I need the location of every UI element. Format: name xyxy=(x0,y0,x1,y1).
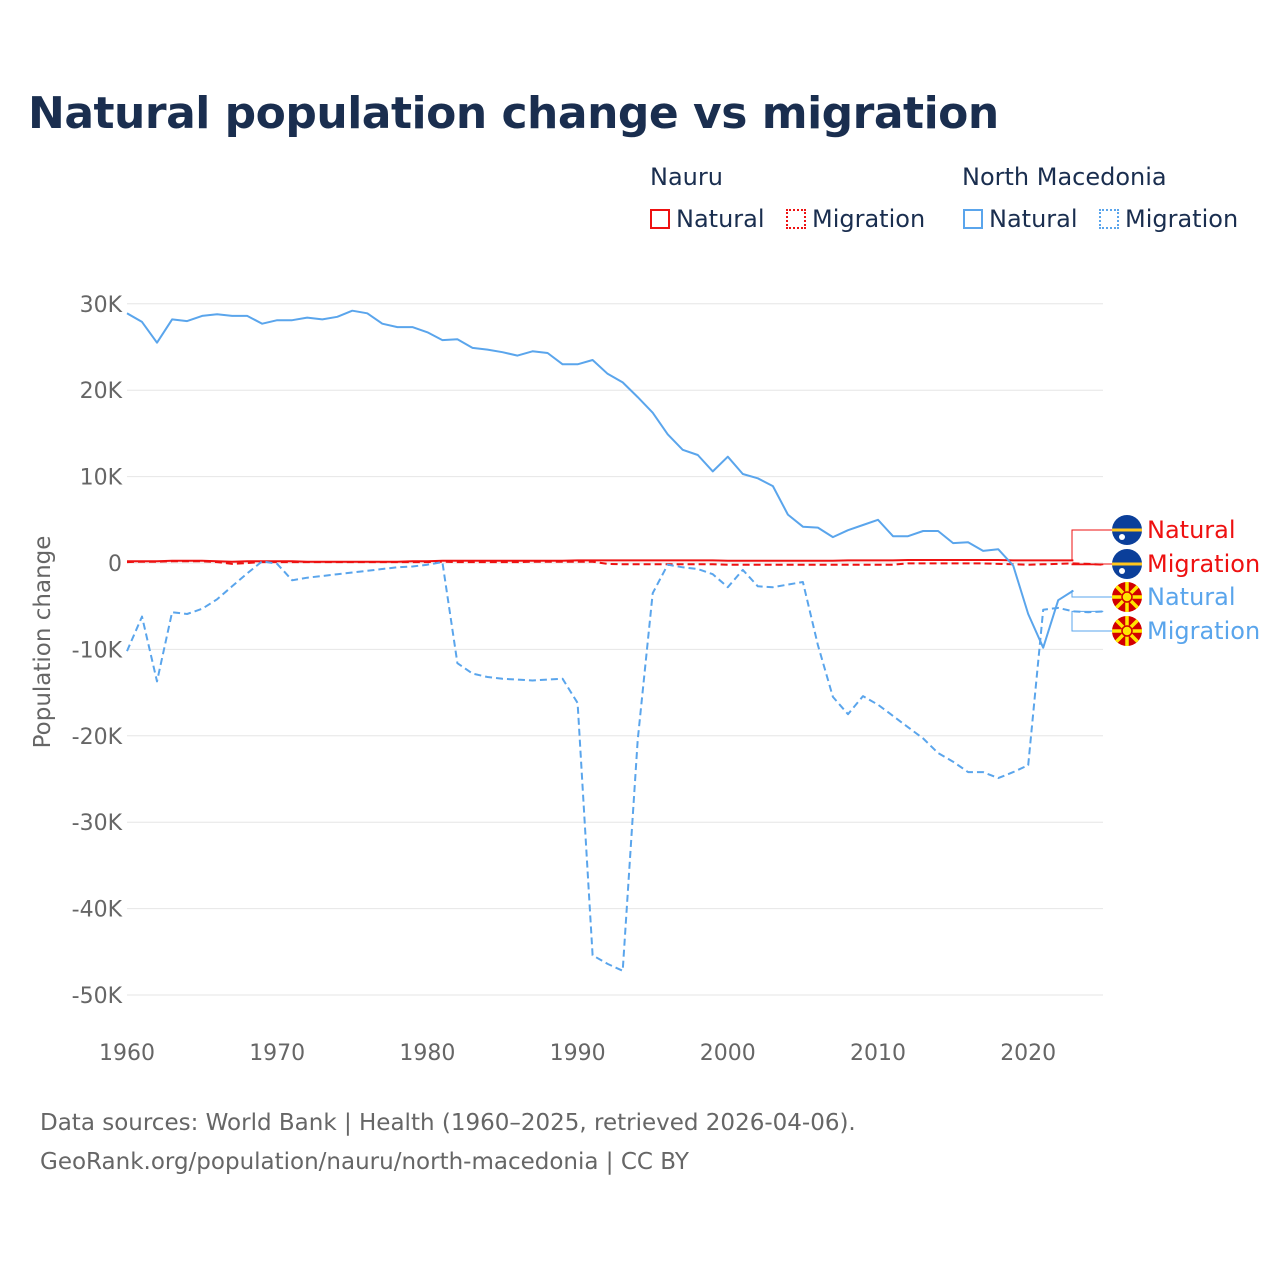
legend-group-north-macedonia: North Macedonia xyxy=(962,163,1167,191)
legend-label: Migration xyxy=(1125,205,1239,233)
legend-nauru-natural[interactable]: Natural xyxy=(650,205,765,233)
legend-swatch-solid-blue xyxy=(963,209,983,229)
y-tick-label: -20K xyxy=(72,725,123,750)
y-tick-label: 20K xyxy=(80,379,123,404)
x-tick-label: 1970 xyxy=(249,1041,305,1066)
y-tick-label: 10K xyxy=(80,466,123,491)
end-label: Natural xyxy=(1147,583,1236,611)
y-tick-label: -30K xyxy=(72,811,123,836)
y-tick-label: 30K xyxy=(80,293,123,318)
legend-label: Migration xyxy=(812,205,926,233)
nauru-flag-star xyxy=(1119,534,1125,540)
footer-sources: Data sources: World Bank | Health (1960–… xyxy=(40,1110,856,1136)
x-tick-label: 2010 xyxy=(850,1041,906,1066)
y-tick-label: 0 xyxy=(108,552,122,577)
end-label: Natural xyxy=(1147,516,1236,544)
legend-group-nauru: Nauru xyxy=(650,163,723,191)
flag-sun xyxy=(1121,625,1133,637)
label-leader-line xyxy=(1071,590,1112,598)
label-leader-line xyxy=(1071,610,1112,632)
chart-title: Natural population change vs migration xyxy=(28,88,999,139)
legend-label: Natural xyxy=(989,205,1078,233)
x-tick-label: 2000 xyxy=(700,1041,756,1066)
y-axis-label: Population change xyxy=(30,536,56,749)
legend-nm-natural[interactable]: Natural xyxy=(963,205,1078,233)
legend-label: Natural xyxy=(676,205,765,233)
flag-sun xyxy=(1121,591,1133,603)
legend-nauru-migration[interactable]: Migration xyxy=(786,205,925,233)
legend-swatch-dotted-blue xyxy=(1099,209,1119,229)
end-label: Migration xyxy=(1147,550,1260,578)
x-tick-label: 2020 xyxy=(1000,1041,1056,1066)
y-tick-label: -10K xyxy=(72,638,123,663)
nauru-flag-star xyxy=(1119,568,1125,574)
legend-swatch-dotted-red xyxy=(786,209,806,229)
series-line-north-macedonia-natural xyxy=(126,309,1074,649)
y-tick-label: -40K xyxy=(72,898,123,923)
x-tick-label: 1960 xyxy=(99,1041,155,1066)
legend-nm-migration[interactable]: Migration xyxy=(1099,205,1238,233)
nauru-flag-stripe xyxy=(1112,562,1142,566)
nauru-flag-stripe xyxy=(1112,528,1142,532)
x-tick-label: 1980 xyxy=(399,1041,455,1066)
series-line-north-macedonia-migration xyxy=(126,560,1104,972)
series-line-nauru-migration xyxy=(126,560,1104,566)
series-line-nauru-natural xyxy=(127,559,1074,563)
x-tick-label: 1990 xyxy=(550,1041,606,1066)
footer-link[interactable]: GeoRank.org/population/nauru/north-maced… xyxy=(40,1149,689,1175)
label-leader-line xyxy=(1071,529,1112,561)
end-label: Migration xyxy=(1147,617,1260,645)
y-tick-label: -50K xyxy=(72,984,123,1009)
label-leader-line xyxy=(1071,563,1112,566)
legend-swatch-solid-red xyxy=(650,209,670,229)
